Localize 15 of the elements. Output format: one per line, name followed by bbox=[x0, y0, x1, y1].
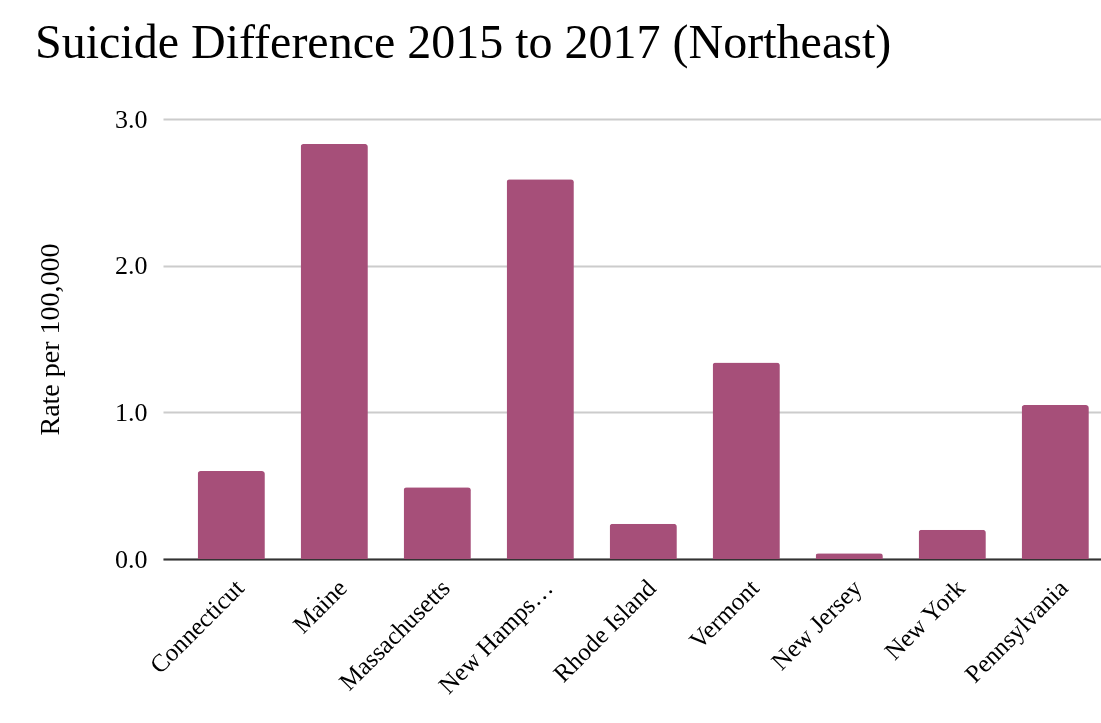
bar bbox=[918, 529, 986, 559]
bar bbox=[609, 523, 677, 559]
x-tick-label: New York bbox=[879, 573, 971, 665]
y-tick-label: 0.0 bbox=[115, 544, 148, 574]
y-tick-label: 2.0 bbox=[115, 251, 148, 281]
bar bbox=[1021, 405, 1089, 559]
bar bbox=[197, 471, 265, 559]
bar bbox=[712, 362, 780, 559]
bar bbox=[300, 143, 368, 559]
y-tick-label: 3.0 bbox=[115, 104, 148, 134]
chart-title: Suicide Difference 2015 to 2017 (Northeast) bbox=[35, 15, 892, 69]
y-axis-title: Rate per 100,000 bbox=[34, 243, 65, 436]
y-tick-label: 1.0 bbox=[115, 397, 148, 427]
bar bbox=[403, 487, 471, 559]
bar bbox=[506, 179, 574, 559]
